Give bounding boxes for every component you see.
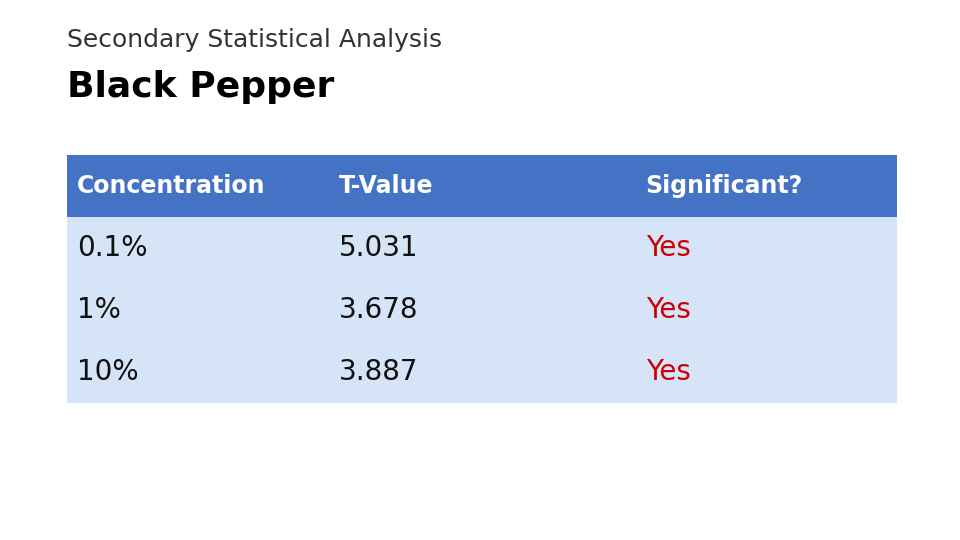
Text: Yes: Yes — [645, 234, 690, 262]
Text: 1%: 1% — [77, 296, 121, 324]
Text: Black Pepper: Black Pepper — [67, 70, 334, 104]
Text: T-Value: T-Value — [339, 174, 433, 198]
Text: Secondary Statistical Analysis: Secondary Statistical Analysis — [67, 28, 443, 52]
Text: 5.031: 5.031 — [339, 234, 418, 262]
Bar — [328, 155, 636, 217]
Bar — [636, 279, 897, 341]
Bar — [328, 217, 636, 279]
Text: Yes: Yes — [645, 358, 690, 386]
Bar — [67, 279, 328, 341]
Bar — [636, 341, 897, 403]
Text: Yes: Yes — [645, 296, 690, 324]
Text: Concentration: Concentration — [77, 174, 266, 198]
Text: 10%: 10% — [77, 358, 138, 386]
Text: 0.1%: 0.1% — [77, 234, 148, 262]
Bar — [328, 341, 636, 403]
Bar — [636, 217, 897, 279]
Text: 3.678: 3.678 — [339, 296, 418, 324]
Bar — [67, 341, 328, 403]
Text: 3.887: 3.887 — [339, 358, 418, 386]
Bar — [67, 155, 328, 217]
Bar — [67, 217, 328, 279]
Text: Significant?: Significant? — [645, 174, 803, 198]
Bar — [328, 279, 636, 341]
Bar — [636, 155, 897, 217]
